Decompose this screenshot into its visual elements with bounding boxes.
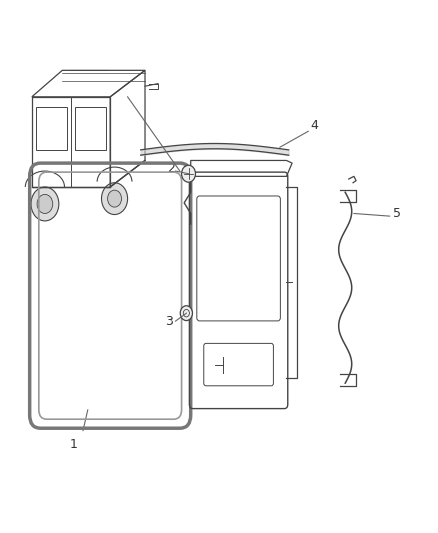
Text: 4: 4 xyxy=(311,119,319,133)
Circle shape xyxy=(37,195,53,214)
Text: 1: 1 xyxy=(70,438,78,450)
Circle shape xyxy=(108,190,121,207)
Text: 2: 2 xyxy=(167,162,175,175)
Circle shape xyxy=(180,306,192,320)
Text: 3: 3 xyxy=(165,314,173,328)
Circle shape xyxy=(102,183,127,215)
Circle shape xyxy=(31,187,59,221)
Text: 5: 5 xyxy=(393,207,402,220)
Circle shape xyxy=(182,165,195,182)
